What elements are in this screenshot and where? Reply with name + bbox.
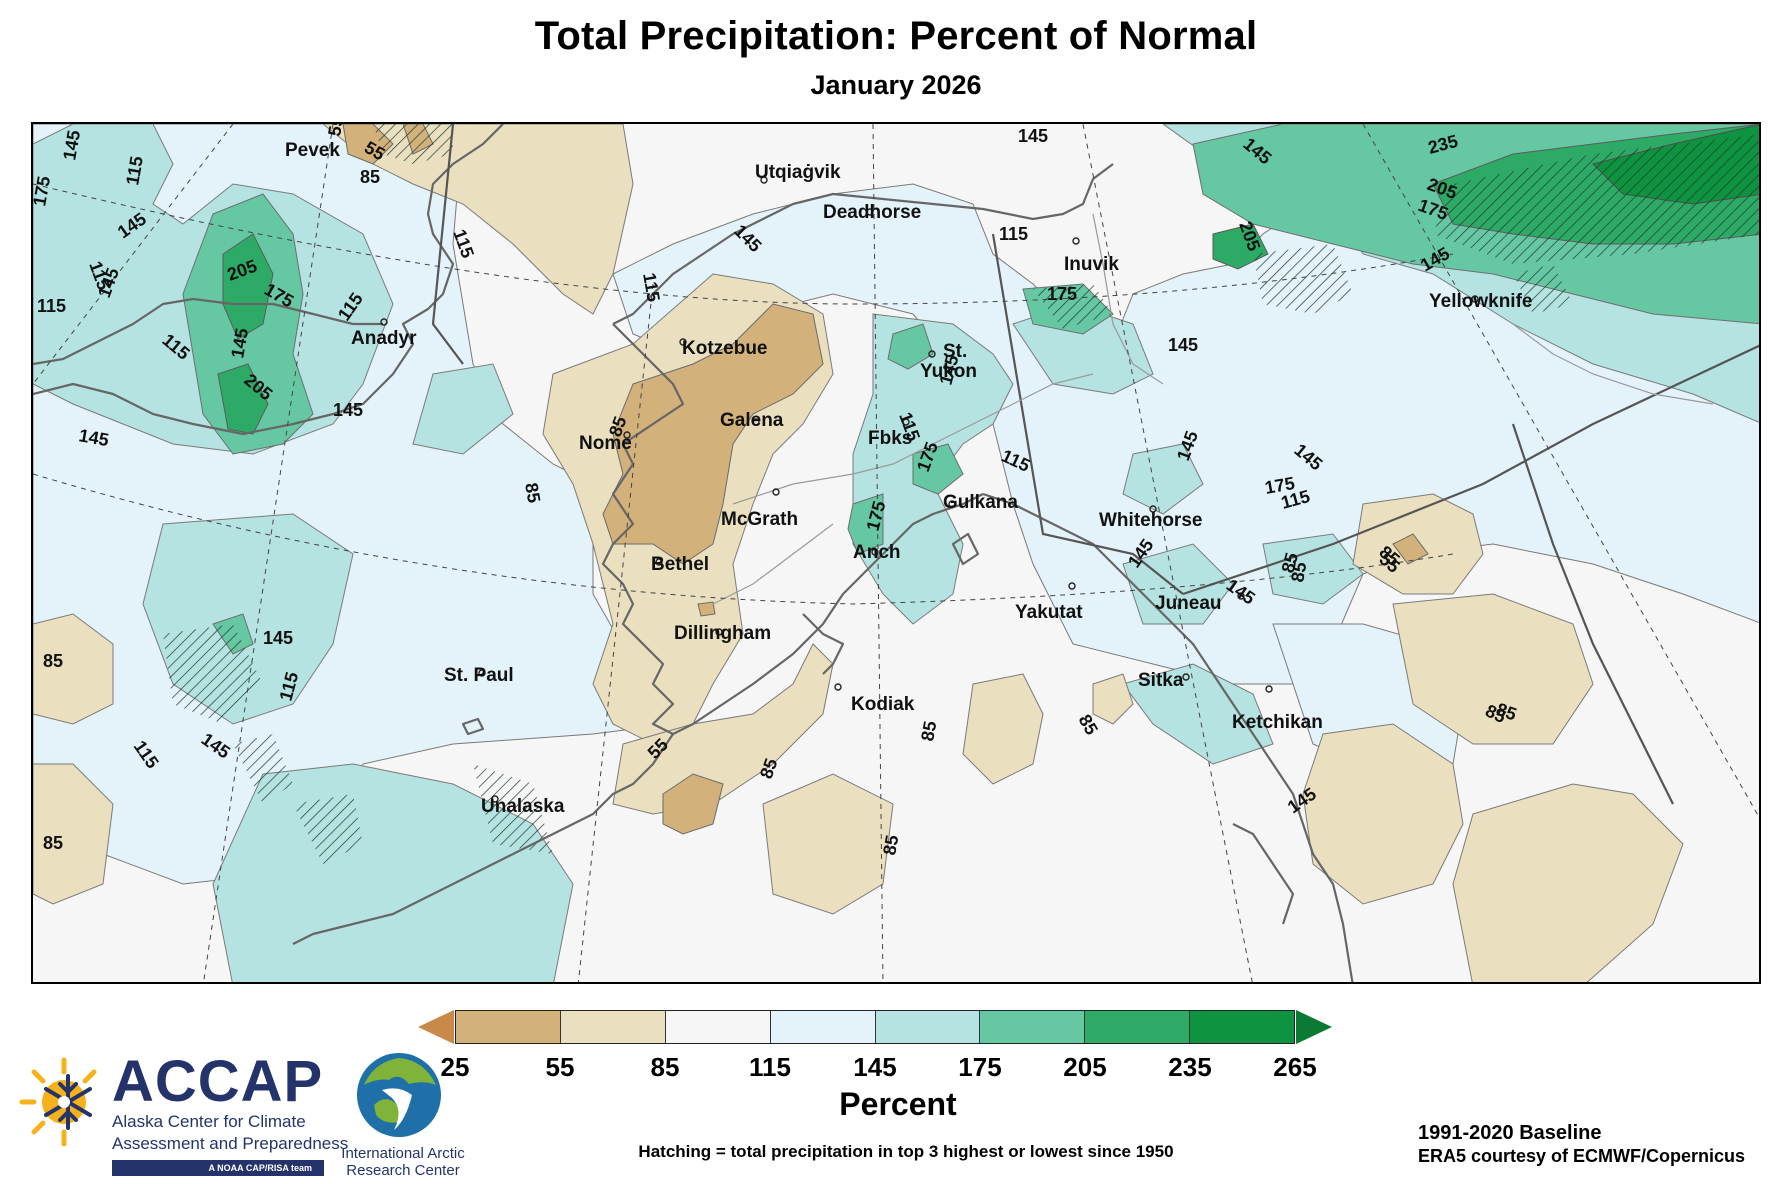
contour-label: 115: [122, 155, 147, 187]
contour-label: 85: [1287, 560, 1310, 583]
map-canvas: Pevek Utqiaġvik Deadhorse Inuvik Yellowk…: [33, 124, 1759, 982]
city-label-fort-yukon-2: Yukon: [920, 361, 977, 382]
contour-label: 55: [324, 124, 347, 138]
city-label-unalaska: Unalaska: [481, 796, 565, 817]
contour-label: 145: [263, 628, 293, 648]
city-label-gulkana: Gulkana: [943, 492, 1018, 513]
contour-label: 115: [37, 296, 66, 316]
accap-logo: [18, 1040, 338, 1180]
colorbar-segment: [1085, 1011, 1191, 1043]
iarc-globe-icon: [357, 1053, 441, 1137]
city-label-yakutat: Yakutat: [1015, 602, 1083, 623]
colorbar-segment: [770, 1011, 876, 1043]
city-label-juneau: Juneau: [1155, 593, 1222, 614]
city-label-inuvik: Inuvik: [1064, 254, 1119, 275]
contour-label: 85: [521, 481, 544, 504]
city-label-bethel: Bethel: [651, 554, 709, 575]
city-label-ketchikan: Ketchikan: [1232, 712, 1323, 733]
colorbar-tick-label: 175: [958, 1052, 1002, 1082]
contour-label: 175: [33, 175, 54, 208]
city-labels: Pevek Utqiaġvik Deadhorse Inuvik Yellowk…: [285, 140, 1532, 817]
contour-label: 85: [43, 651, 63, 671]
contour-label: 85: [43, 833, 63, 853]
city-label-st-paul: St. Paul: [444, 665, 514, 686]
city-label-dillingham: Dillingham: [674, 623, 771, 644]
iarc-name-line-1: International Arctic: [341, 1145, 465, 1162]
accap-wordmark: ACCAP: [112, 1049, 324, 1114]
hatching-overlays: [163, 124, 1759, 864]
page-subtitle: January 2026: [810, 70, 982, 100]
colorbar-segment: [560, 1011, 666, 1043]
city-label-deadhorse: Deadhorse: [823, 202, 921, 223]
city-label-galena: Galena: [720, 410, 784, 431]
accap-badge: A NOAA CAP/RISA team: [112, 1160, 324, 1176]
city-label-kotzebue: Kotzebue: [682, 338, 768, 359]
coastlines: [33, 124, 1354, 982]
colorbar-tick-label: 265: [1273, 1052, 1317, 1082]
colorbar-segment: [456, 1011, 561, 1043]
colorbar: [455, 1010, 1295, 1044]
colorbar-segment: [875, 1011, 981, 1043]
sun-snowflake-icon: [19, 1057, 97, 1147]
city-label-yellowknife: Yellowknife: [1429, 291, 1532, 312]
city-label-utqiagvik: Utqiaġvik: [755, 162, 841, 183]
rivers: [712, 213, 1714, 605]
city-label-anadyr: Anadyr: [351, 328, 417, 349]
city-label-sitka: Sitka: [1138, 670, 1184, 691]
city-label-anchorage: Anch: [853, 542, 901, 563]
accap-tagline-1: Alaska Center for Climate: [112, 1112, 306, 1131]
contour-label: 145: [1018, 126, 1048, 146]
colorbar-title: Percent: [839, 1086, 957, 1122]
colorbar-tick-label: 235: [1168, 1052, 1212, 1082]
city-label-nome: Nome: [579, 433, 632, 454]
city-label-whitehorse: Whitehorse: [1099, 510, 1202, 531]
accap-tagline-2: Assessment and Preparedness: [112, 1134, 349, 1153]
colorbar-segment: [665, 1011, 771, 1043]
contour-label: 115: [999, 224, 1028, 244]
hatching-note: Hatching = total precipitation in top 3 …: [638, 1142, 1174, 1161]
city-markers: [380, 176, 1479, 803]
page-title: Total Precipitation: Percent of Normal: [534, 14, 1258, 58]
colorbar-segment: [1190, 1011, 1294, 1043]
colorbar-tick-label: 115: [749, 1052, 791, 1082]
precipitation-map: Pevek Utqiaġvik Deadhorse Inuvik Yellowk…: [31, 122, 1761, 984]
iarc-name-line-2: Research Center: [346, 1162, 460, 1179]
baseline-note: 1991-2020 Baseline: [1418, 1122, 1602, 1144]
colorbar-under-arrow: [418, 1010, 454, 1044]
contour-label: 175: [1047, 284, 1077, 304]
colorbar-over-arrow: [1296, 1010, 1332, 1044]
colorbar-segment: [980, 1011, 1086, 1043]
data-source-note: ERA5 courtesy of ECMWF/Copernicus: [1418, 1146, 1746, 1166]
contour-label: 145: [333, 400, 363, 420]
borders: [431, 124, 1759, 805]
contour-label: 115: [639, 271, 664, 303]
contour-label: 85: [917, 719, 940, 742]
contour-label: 85: [360, 167, 380, 187]
colorbar-tick-label: 145: [853, 1052, 897, 1082]
colorbar-tick-label: 55: [545, 1052, 575, 1082]
city-label-fort-yukon-1: St.: [943, 341, 967, 362]
colorbar-tick-label: 25: [440, 1052, 470, 1082]
city-label-kodiak: Kodiak: [851, 694, 915, 715]
colorbar-tick-label: 205: [1063, 1052, 1107, 1082]
colorbar-tick-label: 85: [650, 1052, 680, 1082]
city-label-mcgrath: McGrath: [721, 509, 798, 530]
city-label-pevek: Pevek: [285, 140, 340, 161]
city-label-fairbanks: Fbks: [868, 428, 912, 449]
contour-label: 85: [879, 833, 902, 856]
contour-label: 145: [1168, 335, 1198, 355]
graticule: [33, 124, 1759, 982]
